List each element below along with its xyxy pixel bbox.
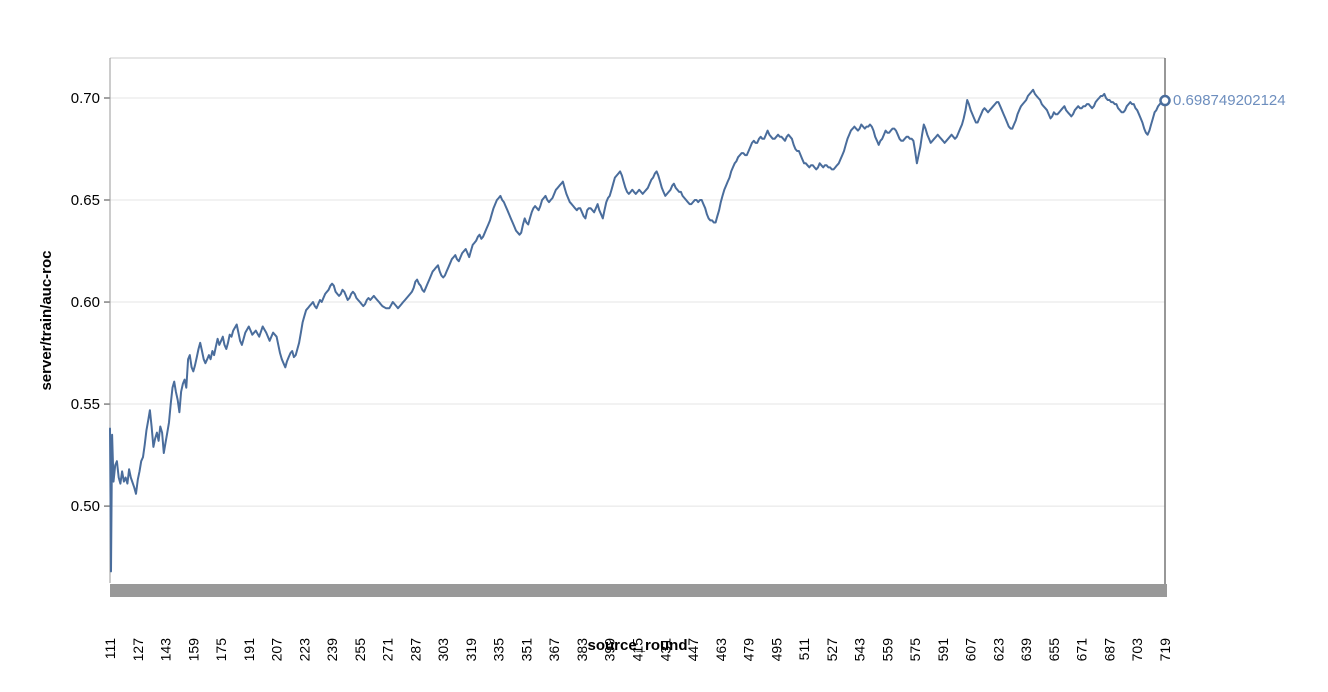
x-tick-label: 159 — [185, 638, 201, 662]
x-tick-label: 255 — [352, 638, 368, 662]
y-tick-label: 0.60 — [71, 294, 100, 311]
x-tick-label: 655 — [1046, 638, 1062, 662]
x-tick-label: 591 — [935, 638, 951, 662]
x-tick-label: 703 — [1129, 638, 1145, 662]
x-axis-title: source_round — [587, 637, 688, 654]
x-axis-bar — [110, 584, 1167, 597]
metric-line — [109, 88, 1166, 573]
x-tick-label: 303 — [435, 638, 451, 662]
x-tick-label: 671 — [1074, 638, 1090, 662]
x-tick-label: 623 — [990, 638, 1006, 662]
x-tick-label: 175 — [213, 638, 229, 662]
x-tick-label: 367 — [546, 638, 562, 662]
x-tick-label: 271 — [380, 638, 396, 662]
x-tick-label: 511 — [796, 638, 812, 661]
x-tick-label: 191 — [241, 638, 257, 662]
x-tick-label: 319 — [463, 638, 479, 662]
x-tick-label: 431 — [657, 638, 673, 662]
x-tick-label: 559 — [879, 638, 895, 662]
x-tick-label: 415 — [630, 638, 646, 662]
y-tick-label: 0.65 — [71, 192, 100, 209]
x-tick-label: 399 — [602, 638, 618, 662]
y-tick-label: 0.50 — [71, 498, 100, 515]
y-tick-label: 0.70 — [71, 90, 100, 107]
y-axis-title: server/train/auc-roc — [38, 250, 55, 391]
x-tick-label: 543 — [852, 638, 868, 662]
final-value-label: 0.698749202124 — [1173, 91, 1286, 109]
x-tick-label: 239 — [324, 638, 340, 662]
x-tick-label: 383 — [574, 638, 590, 662]
x-tick-label: 335 — [491, 638, 507, 662]
x-tick-label: 639 — [1018, 638, 1034, 662]
y-tick-label: 0.55 — [71, 396, 100, 413]
x-tick-label: 287 — [407, 638, 423, 662]
end-point-marker — [1159, 94, 1171, 107]
x-tick-label: 687 — [1101, 638, 1117, 662]
x-tick-label: 207 — [269, 638, 285, 662]
x-tick-label: 127 — [130, 638, 146, 662]
x-tick-label: 479 — [741, 638, 757, 662]
x-tick-label: 143 — [158, 638, 174, 662]
x-tick-label: 223 — [296, 638, 312, 662]
x-tick-label: 575 — [907, 638, 923, 662]
x-tick-label: 351 — [518, 638, 534, 662]
x-tick-label: 495 — [768, 638, 784, 662]
x-tick-label: 463 — [713, 638, 729, 662]
x-tick-label: 719 — [1157, 638, 1173, 662]
x-tick-label: 111 — [102, 638, 118, 659]
x-tick-label: 527 — [824, 638, 840, 662]
x-tick-label: 447 — [685, 638, 701, 662]
x-tick-label: 607 — [963, 638, 979, 662]
